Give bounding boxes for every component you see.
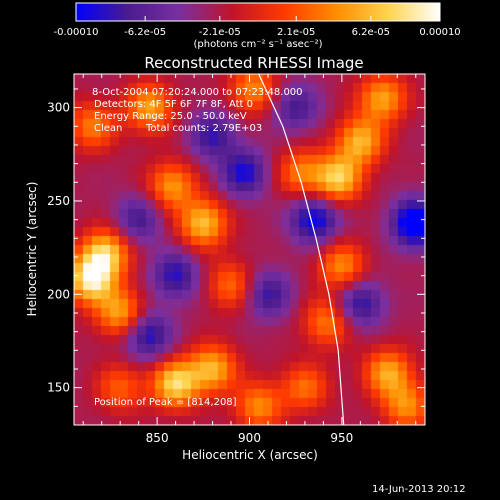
colorbar-tick-label: 2.1e-05 [277,27,315,38]
heatmap-image [74,74,425,425]
colorbar [75,2,441,22]
colorbar-tick-label: 0.00010 [419,27,460,38]
colorbar-tick-label: 6.2e-05 [352,27,390,38]
y-tick-label: 150 [47,381,70,395]
y-tick-label: 200 [47,287,70,301]
total-counts-text: Total counts: 2.79E+03 [146,123,263,134]
colorbar-ticks: -0.00010 -6.2e-05 -2.1e-05 2.1e-05 6.2e-05 0.… [54,16,461,38]
solar-limb-curve [258,73,345,426]
colorbar-tick-label: -0.00010 [54,27,99,38]
colorbar-tick-label: -2.1e-05 [199,27,241,38]
x-tick-label: 850 [146,431,169,445]
x-tick-label: 950 [330,431,353,445]
method-text: Clean [94,123,123,134]
y-tick-label: 250 [47,194,70,208]
timestamp: 14-Jun-2013 20:12 [372,484,466,495]
x-axis-label: Heliocentric X (arcsec) [182,448,318,462]
energy-range-text: Energy Range: 25.0 - 50.0 keV [94,111,247,122]
colorbar-area: -0.00010 -6.2e-05 -2.1e-05 2.1e-05 6.2e-05 0.… [54,2,461,38]
colorbar-tick-label: -6.2e-05 [124,27,166,38]
x-tick-label: 900 [238,431,261,445]
time-range-text: 8-Oct-2004 07:20:24.000 to 07:23:48.000 [92,87,303,98]
peak-position-text: Position of Peak = [814,208] [94,397,237,408]
y-tick-label: 300 [47,101,70,115]
y-axis-label: Heliocentric Y (arcsec) [25,182,39,317]
colorbar-unit-label: (photons cm⁻² s⁻¹ asec⁻²) [193,39,323,50]
chart-title: Reconstructed RHESSI Image [144,54,364,72]
detectors-text: Detectors: 4F 5F 6F 7F 8F, Att 0 [94,99,254,110]
